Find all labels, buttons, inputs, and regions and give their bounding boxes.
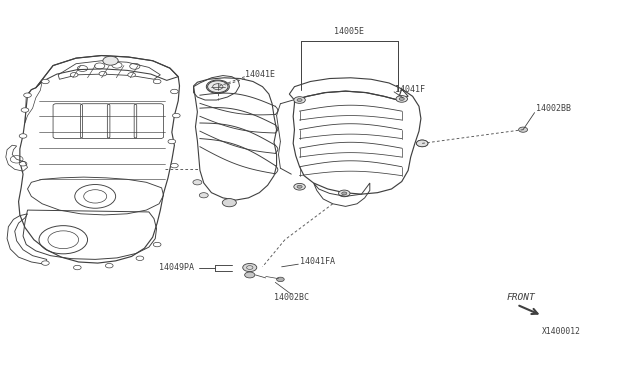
Circle shape bbox=[74, 265, 81, 270]
Circle shape bbox=[70, 73, 78, 77]
Circle shape bbox=[294, 97, 305, 103]
Circle shape bbox=[396, 96, 408, 102]
Circle shape bbox=[342, 192, 347, 195]
Circle shape bbox=[99, 71, 107, 76]
Text: 14005E: 14005E bbox=[334, 27, 364, 36]
Circle shape bbox=[193, 180, 202, 185]
Circle shape bbox=[207, 81, 228, 93]
Circle shape bbox=[42, 79, 49, 84]
Circle shape bbox=[244, 272, 255, 278]
Circle shape bbox=[199, 193, 208, 198]
Circle shape bbox=[417, 140, 428, 147]
Text: 14041FA: 14041FA bbox=[300, 257, 335, 266]
Circle shape bbox=[154, 242, 161, 247]
Text: 14041E: 14041E bbox=[244, 70, 275, 78]
Text: 14049PA: 14049PA bbox=[159, 263, 194, 272]
Circle shape bbox=[276, 277, 284, 282]
Circle shape bbox=[297, 99, 302, 102]
Circle shape bbox=[222, 199, 236, 207]
Circle shape bbox=[136, 256, 144, 260]
Circle shape bbox=[294, 183, 305, 190]
Circle shape bbox=[103, 56, 118, 65]
Circle shape bbox=[42, 261, 49, 265]
Circle shape bbox=[171, 89, 178, 94]
Circle shape bbox=[19, 134, 27, 138]
Circle shape bbox=[128, 73, 136, 77]
Text: 14041F: 14041F bbox=[396, 85, 426, 94]
Circle shape bbox=[19, 161, 27, 166]
Text: 14002BC: 14002BC bbox=[274, 293, 308, 302]
Text: X1400012: X1400012 bbox=[542, 327, 581, 336]
Circle shape bbox=[420, 142, 425, 145]
Circle shape bbox=[339, 190, 350, 197]
Circle shape bbox=[399, 97, 404, 100]
Circle shape bbox=[173, 113, 180, 118]
Circle shape bbox=[24, 93, 31, 97]
Text: FRONT: FRONT bbox=[506, 293, 535, 302]
Circle shape bbox=[417, 140, 428, 147]
Circle shape bbox=[168, 139, 175, 144]
Circle shape bbox=[206, 80, 229, 93]
Circle shape bbox=[297, 185, 302, 188]
Circle shape bbox=[106, 263, 113, 268]
Circle shape bbox=[154, 79, 161, 84]
Circle shape bbox=[243, 263, 257, 272]
Text: 14002BB: 14002BB bbox=[536, 105, 571, 113]
Circle shape bbox=[518, 127, 527, 132]
Circle shape bbox=[21, 108, 29, 112]
Circle shape bbox=[171, 163, 178, 168]
